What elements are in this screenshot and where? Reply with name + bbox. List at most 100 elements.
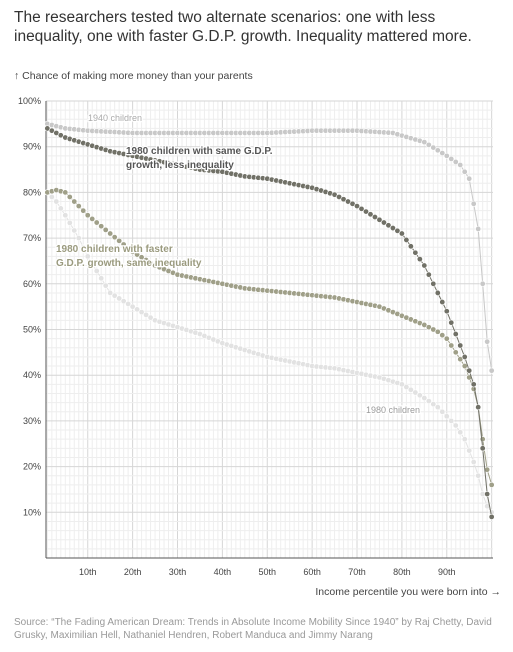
series-layer	[44, 120, 495, 520]
data-point	[398, 381, 405, 388]
annotation-label: 1940 children	[88, 113, 142, 123]
data-point	[380, 219, 387, 226]
annotation-label: 1980 children	[366, 405, 420, 415]
data-point	[488, 367, 495, 374]
data-point	[457, 342, 464, 349]
data-point	[479, 445, 486, 452]
data-point	[479, 280, 486, 287]
data-point	[147, 259, 154, 266]
data-point	[116, 237, 123, 244]
data-point	[125, 300, 132, 307]
data-point	[62, 189, 69, 196]
data-point	[129, 303, 136, 310]
data-point	[461, 168, 468, 175]
data-point	[470, 381, 477, 388]
data-point	[129, 248, 136, 255]
data-point	[358, 205, 365, 212]
data-point	[443, 413, 450, 420]
data-point	[80, 244, 87, 251]
y-tick-label: 90%	[23, 142, 41, 152]
x-tick-label: 90th	[438, 567, 456, 577]
data-point	[425, 398, 432, 405]
x-tick-label: 20th	[124, 567, 142, 577]
data-point	[111, 234, 118, 241]
data-point	[452, 331, 459, 338]
data-point	[434, 328, 441, 335]
data-point	[412, 249, 419, 256]
data-point	[385, 222, 392, 229]
data-point	[407, 386, 414, 393]
data-point	[466, 175, 473, 182]
data-point	[111, 292, 118, 299]
data-point	[448, 417, 455, 424]
data-point	[120, 241, 127, 248]
data-point	[48, 193, 55, 200]
data-point	[430, 401, 437, 408]
data-point	[66, 219, 73, 226]
data-point	[421, 262, 428, 269]
series-0	[44, 120, 495, 374]
data-point	[125, 245, 132, 252]
x-tick-label: 80th	[393, 567, 411, 577]
gridlines	[46, 100, 493, 558]
data-point	[461, 436, 468, 443]
data-point	[484, 338, 491, 345]
data-point	[439, 408, 446, 415]
data-point	[479, 436, 486, 443]
data-point	[98, 275, 105, 282]
series-2	[44, 187, 495, 488]
annotations: 1940 children 1980 children with same G.D…	[55, 112, 422, 417]
data-point	[66, 193, 73, 200]
data-point	[412, 389, 419, 396]
source-note: Source: “The Fading American Dream: Tren…	[14, 617, 492, 641]
data-point	[403, 236, 410, 243]
data-point	[484, 491, 491, 498]
annotation-label: growth, less inequality	[126, 160, 234, 171]
data-point	[407, 243, 414, 250]
data-point	[93, 268, 100, 275]
data-point	[439, 332, 446, 339]
data-point	[143, 257, 150, 264]
data-point	[425, 271, 432, 278]
data-point	[89, 260, 96, 267]
axes: 10% 20% 30% 40% 50% 60% 70% 80% 90% 100% 10th 20th 3…	[18, 96, 493, 577]
data-point	[448, 155, 455, 162]
data-point	[98, 223, 105, 230]
data-point	[470, 459, 477, 466]
data-point	[138, 309, 145, 316]
data-point	[448, 342, 455, 349]
x-axis-label: Income percentile you were born into →	[315, 586, 501, 598]
data-point	[439, 150, 446, 157]
data-point	[452, 158, 459, 165]
data-point	[143, 311, 150, 318]
x-tick-label: 10th	[79, 567, 97, 577]
data-point	[443, 308, 450, 315]
y-tick-label: 10%	[23, 507, 41, 517]
annotation-label: 1980 children with faster	[56, 244, 173, 255]
y-tick-label: 100%	[18, 96, 41, 106]
headline: The researchers tested two alternate sce…	[14, 9, 472, 45]
data-point	[434, 404, 441, 411]
data-point	[421, 139, 428, 146]
data-point	[443, 335, 450, 342]
y-tick-label: 20%	[23, 462, 41, 472]
data-point	[425, 141, 432, 148]
data-point	[452, 422, 459, 429]
y-tick-label: 80%	[23, 187, 41, 197]
data-point	[80, 207, 87, 214]
data-point	[403, 384, 410, 391]
data-point	[147, 314, 154, 321]
data-point	[354, 203, 361, 210]
data-point	[475, 404, 482, 411]
data-point	[488, 513, 495, 520]
data-point	[443, 152, 450, 159]
data-point	[89, 215, 96, 222]
data-point	[389, 225, 396, 232]
data-point	[84, 253, 91, 260]
data-point	[488, 481, 495, 488]
data-point	[107, 230, 114, 237]
data-point	[452, 349, 459, 356]
data-point	[457, 429, 464, 436]
data-point	[71, 227, 78, 234]
data-point	[394, 227, 401, 234]
